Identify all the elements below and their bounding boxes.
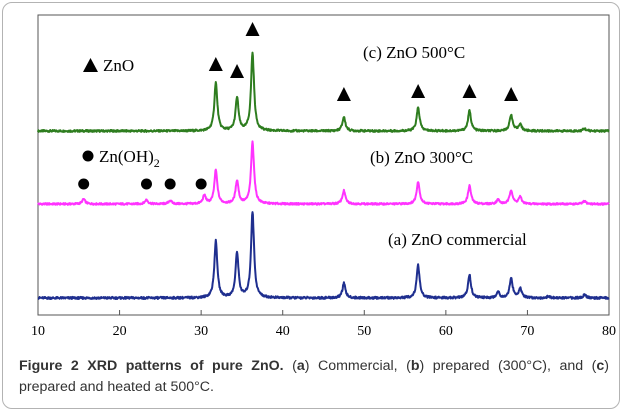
x-tick-label: 60 [439,324,453,339]
x-tick-label: 40 [276,324,290,339]
xrd-chart: 10 20 30 40 50 60 70 80 ZnO Zn(OH)2 (c) ZnO 500… [31,14,616,339]
caption-text-1: ( [283,358,297,374]
zno-peak-triangle-marker [462,84,477,98]
zno-peak-triangle-marker [411,84,426,98]
plot-area [37,14,610,316]
series-layer [37,51,610,300]
zno-peak-triangle-marker [230,64,245,78]
zno-peak-triangle-marker [336,87,351,101]
x-tick-label: 20 [113,324,127,339]
caption-label: Figure 2 XRD patterns of pure ZnO. [19,358,284,374]
figure-panel: 10 20 30 40 50 60 70 80 ZnO Zn(OH)2 (c) ZnO 500… [2,2,620,409]
znoh2-peak-circle-marker [195,178,207,190]
caption-text-3: ) prepared (300°C), and ( [419,358,597,374]
caption-text-2: ) Commercial, ( [304,358,411,374]
zno-peak-triangle-marker [208,57,223,71]
series-line-c [37,51,610,133]
series-line-b [37,140,610,206]
znoh2-peak-circle-marker [140,178,152,190]
zno-peak-triangle-marker [504,87,519,101]
znoh2-peak-circle-marker [164,178,176,190]
legend-zno-label: ZnO [103,56,134,75]
marker-layer [78,22,519,190]
legend-znoh2-label: Zn(OH)2 [99,147,160,170]
caption-letter-b: b [410,358,420,374]
caption-text-4: ) prepared and heated at 500°C. [19,358,609,395]
znoh2-peak-circle-marker [78,178,90,190]
caption-letter-c: c [596,358,605,374]
legend-znoh2-main: Zn(OH) [99,147,154,166]
x-tick-label: 80 [602,324,616,339]
x-axis: 10 20 30 40 50 60 70 80 [31,310,616,339]
zno-peak-triangle-marker [245,22,260,36]
figure-caption: Figure 2 XRD patterns of pure ZnO. (a) C… [19,356,609,398]
legend-triangle-icon [83,58,98,72]
x-tick-label: 10 [31,324,45,339]
x-tick-label: 70 [520,324,534,339]
x-tick-label: 30 [194,324,208,339]
legend-znoh2-subscript: 2 [154,156,160,170]
series-line-a [37,211,610,300]
x-tick-label: 50 [357,324,371,339]
series-label-c: (c) ZnO 500°C [363,43,465,62]
legend-circle-icon [82,150,94,162]
caption-letter-a: a [296,358,305,374]
series-label-a: (a) ZnO commercial [388,230,527,249]
series-label-b: (b) ZnO 300°C [370,148,473,167]
